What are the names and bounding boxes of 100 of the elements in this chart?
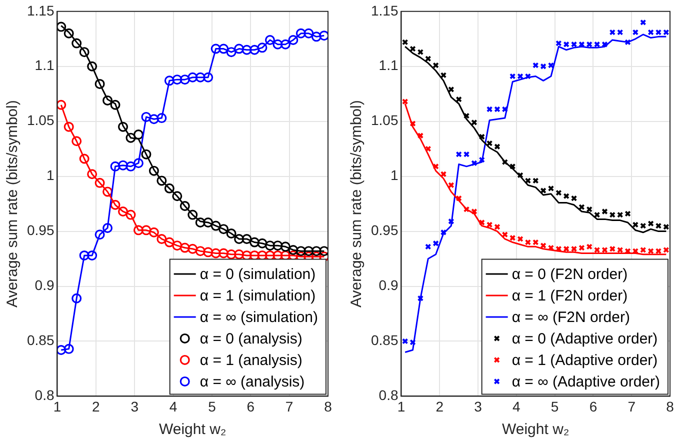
point <box>172 191 182 202</box>
point <box>594 41 600 48</box>
point <box>250 237 260 248</box>
point <box>532 178 539 184</box>
point <box>517 236 524 242</box>
point <box>655 29 662 36</box>
point <box>655 222 662 229</box>
point <box>118 160 128 170</box>
point <box>311 246 322 256</box>
point <box>210 44 221 54</box>
point <box>102 222 113 233</box>
point <box>257 42 268 53</box>
point <box>417 132 424 139</box>
x-tick-label: 6 <box>589 398 598 414</box>
x-tick-label: 8 <box>666 398 674 414</box>
point <box>180 74 190 85</box>
x-tick-label: 8 <box>324 398 332 414</box>
point <box>586 206 592 212</box>
point <box>509 73 516 80</box>
point <box>532 62 539 68</box>
point <box>156 234 167 244</box>
point <box>478 219 485 226</box>
point <box>288 244 298 255</box>
point <box>486 106 493 112</box>
y-tick-label: 1.05 <box>371 112 398 128</box>
point <box>563 246 570 252</box>
x-tick-label: 4 <box>169 398 178 414</box>
point <box>448 218 454 225</box>
point <box>540 187 546 194</box>
point <box>156 113 167 124</box>
point <box>250 250 260 260</box>
x-tick-label: 5 <box>550 398 559 414</box>
point <box>502 106 508 112</box>
legend-label: α = 0 (analysis) <box>200 330 302 348</box>
point <box>156 176 167 186</box>
point <box>311 32 322 42</box>
legend-label: α = 0 (Adaptive order) <box>512 330 658 348</box>
y-tick-label: 0.8 <box>378 387 398 404</box>
point <box>180 201 190 211</box>
point <box>242 234 252 244</box>
point <box>304 246 314 256</box>
x-axis-title: Weight w₂ <box>502 421 570 438</box>
y-tick-label: 1.05 <box>27 112 54 128</box>
point <box>494 106 500 112</box>
point <box>602 246 608 254</box>
point <box>203 217 214 228</box>
point <box>640 19 646 26</box>
point <box>296 246 306 256</box>
point <box>242 44 252 55</box>
point <box>586 41 592 48</box>
point <box>648 29 654 36</box>
point <box>524 73 532 80</box>
x-tick-label: 7 <box>285 398 294 414</box>
point <box>548 185 554 192</box>
legend-label: α = ∞ (F2N order) <box>512 309 630 326</box>
point <box>94 78 105 89</box>
point <box>319 30 328 41</box>
point <box>296 28 306 38</box>
y-tick-label: 0.85 <box>371 332 398 348</box>
point <box>624 39 631 46</box>
point <box>602 41 608 48</box>
point <box>463 151 470 158</box>
point <box>640 246 646 254</box>
point <box>148 227 159 238</box>
point <box>148 114 159 124</box>
x-tick-label: 3 <box>474 398 482 414</box>
point <box>226 47 236 58</box>
point <box>586 244 592 250</box>
point <box>133 130 144 140</box>
point <box>509 234 516 242</box>
point <box>463 112 470 119</box>
legend-label: α = 0 (simulation) <box>200 266 316 284</box>
point <box>195 217 206 228</box>
point <box>609 246 616 252</box>
point <box>72 136 82 146</box>
point <box>102 186 113 197</box>
point <box>410 46 416 52</box>
point <box>432 163 439 170</box>
point <box>257 238 268 248</box>
point <box>456 151 462 158</box>
y-tick-label: 0.85 <box>27 332 54 348</box>
point <box>448 182 454 188</box>
point <box>126 210 136 220</box>
point <box>210 220 221 231</box>
point <box>272 240 283 251</box>
legend-label: α = ∞ (simulation) <box>200 309 318 326</box>
point <box>234 234 244 244</box>
point <box>172 240 182 251</box>
point <box>570 246 578 252</box>
point <box>432 240 439 246</box>
point <box>616 246 624 254</box>
point <box>118 206 128 216</box>
point <box>257 250 268 260</box>
point <box>180 242 190 253</box>
y-axis-title: Average sum rate (bits/symbol) <box>348 100 366 308</box>
point <box>402 338 408 344</box>
point <box>72 38 82 48</box>
point <box>79 250 90 260</box>
point <box>478 134 485 140</box>
point <box>540 242 546 249</box>
